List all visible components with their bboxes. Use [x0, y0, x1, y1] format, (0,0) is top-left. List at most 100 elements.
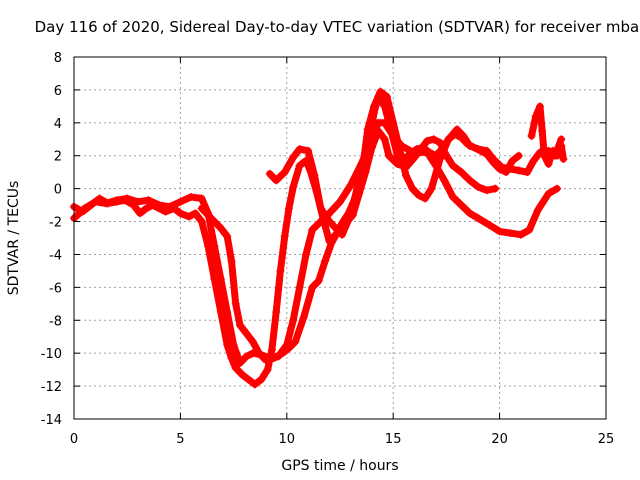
data-point-marker [144, 196, 153, 205]
data-point-marker [540, 151, 549, 160]
data-point-marker [544, 189, 553, 198]
data-point-marker [142, 204, 151, 213]
data-point-marker [527, 131, 536, 140]
data-point-marker [357, 171, 366, 180]
data-point-marker [525, 225, 534, 234]
data-point-marker [112, 197, 121, 206]
data-point-marker [267, 345, 276, 354]
data-point-marker [289, 153, 298, 162]
data-point-marker [301, 250, 310, 259]
data-point-marker [463, 140, 472, 149]
x-tick-label: 25 [598, 432, 615, 447]
data-point-marker [248, 337, 257, 346]
data-point-marker [280, 168, 289, 177]
data-point-marker [289, 182, 298, 191]
y-tick-label: 0 [54, 183, 62, 198]
x-tick-label: 0 [70, 432, 78, 447]
data-point-marker [104, 199, 113, 208]
data-point-marker [338, 219, 347, 228]
data-point-marker [476, 146, 485, 155]
data-point-marker [308, 283, 317, 292]
data-point-marker [531, 112, 540, 121]
data-point-marker [465, 176, 474, 185]
data-point-marker [187, 192, 196, 201]
data-point-marker [133, 197, 142, 206]
data-point-marker [231, 299, 240, 308]
data-point-marker [210, 275, 219, 284]
data-point-marker [242, 329, 251, 338]
data-point-marker [536, 102, 545, 111]
data-point-marker [514, 166, 523, 175]
data-point-marker [553, 151, 562, 160]
data-point-marker [350, 194, 359, 203]
data-point-marker [210, 217, 219, 226]
data-point-marker [197, 217, 206, 226]
data-point-marker [544, 159, 553, 168]
data-point-marker [176, 209, 185, 218]
data-point-marker [272, 308, 281, 317]
plot-frame [73, 56, 607, 420]
data-point-marker [346, 181, 355, 190]
y-tick-label: -8 [49, 314, 62, 329]
data-point-marker [204, 242, 213, 251]
data-point-marker [548, 146, 557, 155]
y-tick-label: 6 [54, 84, 62, 99]
data-point-marker [429, 135, 438, 144]
y-tick-label: -4 [49, 248, 62, 263]
data-point-marker [255, 349, 264, 358]
data-point-marker [370, 108, 379, 117]
data-point-marker [482, 186, 491, 195]
chart-title: Day 116 of 2020, Sidereal Day-to-day VTE… [35, 18, 640, 36]
data-point-marker [280, 232, 289, 241]
gridlines [74, 57, 606, 419]
data-point-marker [331, 230, 340, 239]
data-point-marker [289, 316, 298, 325]
data-point-marker [250, 380, 259, 389]
y-tick-label: -6 [49, 281, 62, 296]
y-tick-label: -12 [41, 380, 62, 395]
data-point-marker [380, 135, 389, 144]
y-tick-label: -2 [49, 216, 62, 231]
data-point-marker [299, 312, 308, 321]
data-point-marker [308, 225, 317, 234]
data-point-marker [336, 197, 344, 206]
x-axis-label: GPS time / hours [281, 458, 398, 474]
y-tick-label: 2 [54, 150, 62, 165]
data-point-marker [321, 257, 330, 266]
data-point-marker [506, 229, 515, 238]
data-point-marker [121, 196, 130, 205]
data-point-marker [272, 176, 281, 185]
data-point-marker [529, 156, 538, 165]
data-point-marker [495, 164, 504, 173]
x-tick-label: 10 [279, 432, 296, 447]
data-point-marker [184, 212, 193, 221]
data-point-marker [427, 184, 436, 193]
y-axis-label: SDTVAR / TECUs [6, 181, 22, 296]
data-point-marker [78, 207, 87, 216]
y-tick-label: -10 [41, 347, 62, 362]
data-point-marker [344, 209, 353, 218]
x-tick-label: 5 [176, 432, 184, 447]
y-tick-label: 4 [54, 117, 62, 132]
data-point-marker [170, 204, 179, 213]
series-track-b [197, 127, 500, 364]
data-point-marker [538, 127, 547, 136]
data-point-marker [129, 201, 138, 210]
data-point-marker [399, 155, 408, 164]
data-point-marker [380, 102, 389, 111]
x-tick-label: 20 [491, 432, 508, 447]
data-point-marker [257, 375, 266, 384]
data-point-marker [448, 192, 457, 201]
data-point-marker [295, 145, 304, 154]
data-point-marker [291, 337, 300, 346]
data-point-marker [238, 370, 247, 379]
data-point-marker [295, 283, 304, 292]
data-point-marker [431, 151, 440, 160]
data-point-marker [227, 257, 236, 266]
data-point-marker [301, 156, 310, 165]
data-point-marker [197, 194, 206, 203]
axis-ticks: 0 5 10 15 20 25 -14 -12 -10 -8 -6 -4 -2 0 2 4 6 8 [41, 51, 615, 447]
data-point-marker [318, 214, 327, 223]
data-point-marker [382, 92, 391, 101]
data-point-marker [491, 184, 500, 193]
